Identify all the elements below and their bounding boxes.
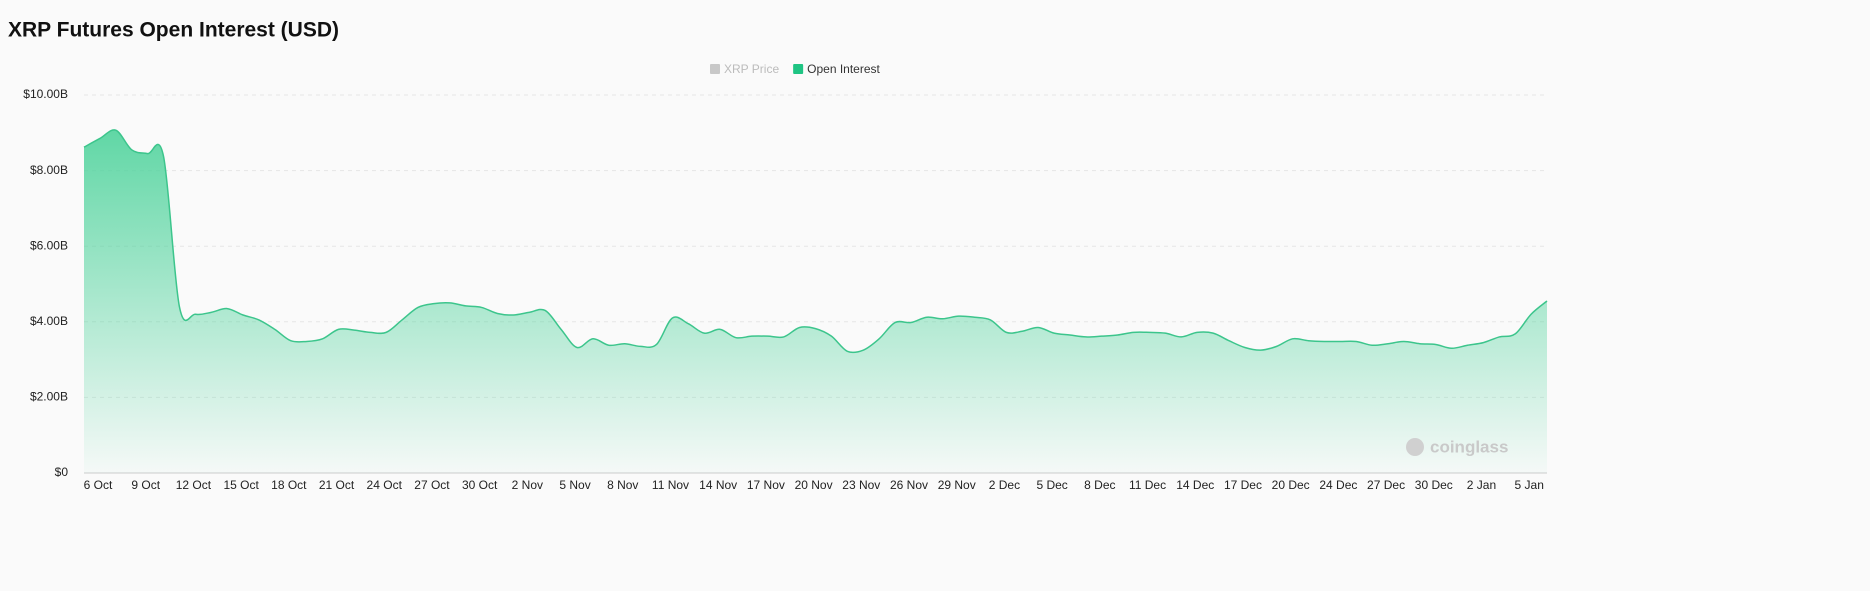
x-tick-label: 24 Dec — [1319, 478, 1357, 492]
x-tick-label: 14 Dec — [1176, 478, 1214, 492]
x-tick-label: 8 Dec — [1084, 478, 1115, 492]
watermark-icon — [1406, 438, 1424, 456]
x-tick-label: 18 Oct — [271, 478, 307, 492]
x-tick-label: 27 Dec — [1367, 478, 1405, 492]
x-tick-label: 24 Oct — [367, 478, 403, 492]
legend-label: Open Interest — [807, 62, 880, 76]
y-tick-label: $8.00B — [30, 163, 68, 177]
x-tick-label: 6 Oct — [84, 478, 113, 492]
x-tick-label: 20 Dec — [1272, 478, 1310, 492]
legend-label: XRP Price — [724, 62, 779, 76]
legend-swatch — [793, 64, 804, 74]
x-tick-label: 30 Dec — [1415, 478, 1453, 492]
x-tick-label: 5 Nov — [559, 478, 590, 492]
x-tick-label: 2 Jan — [1467, 478, 1496, 492]
y-tick-label: $2.00B — [30, 390, 68, 404]
legend-swatch — [710, 64, 720, 74]
x-tick-label: 9 Oct — [131, 478, 160, 492]
y-tick-label: $10.00B — [23, 87, 68, 101]
x-tick-label: 11 Dec — [1129, 478, 1166, 492]
x-tick-label: 20 Nov — [795, 478, 833, 492]
area-line — [83, 129, 1548, 354]
x-tick-label: 2 Dec — [989, 478, 1020, 492]
x-tick-label: 23 Nov — [842, 478, 880, 492]
y-tick-label: $4.00B — [30, 314, 68, 328]
x-tick-label: 29 Nov — [938, 478, 976, 492]
x-tick-label: 5 Jan — [1515, 478, 1544, 492]
y-tick-label: $0 — [55, 465, 69, 479]
x-tick-label: 30 Oct — [462, 478, 498, 492]
area-fill — [84, 129, 1547, 473]
x-tick-label: 17 Nov — [747, 478, 785, 492]
x-tick-label: 14 Nov — [699, 478, 737, 492]
watermark: coinglass — [1430, 437, 1508, 456]
x-tick-label: 15 Oct — [223, 478, 259, 492]
x-tick-label: 2 Nov — [512, 478, 543, 492]
x-tick-label: 26 Nov — [890, 478, 928, 492]
x-tick-label: 12 Oct — [176, 478, 212, 492]
y-tick-label: $6.00B — [30, 238, 68, 252]
x-tick-label: 27 Oct — [414, 478, 450, 492]
x-tick-label: 21 Oct — [319, 478, 355, 492]
x-tick-label: 5 Dec — [1036, 478, 1067, 492]
x-tick-label: 17 Dec — [1224, 478, 1262, 492]
chart-title: XRP Futures Open Interest (USD) — [8, 19, 339, 42]
x-tick-label: 8 Nov — [607, 478, 638, 492]
x-tick-label: 11 Nov — [652, 478, 689, 492]
